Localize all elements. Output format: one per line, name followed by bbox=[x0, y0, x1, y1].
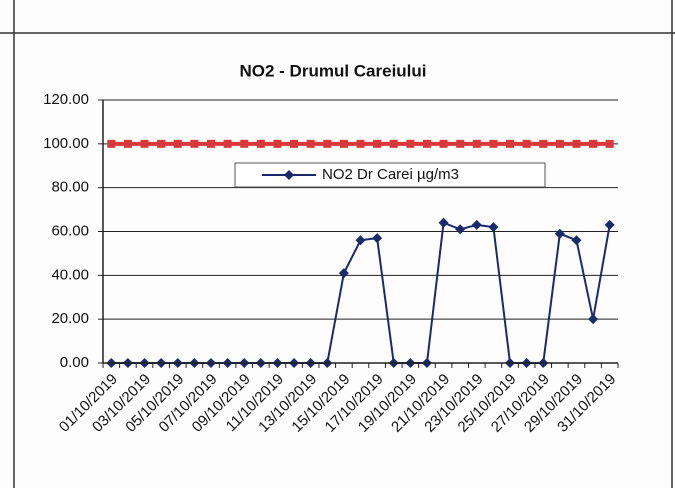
marker bbox=[123, 139, 132, 148]
marker bbox=[472, 139, 481, 148]
marker bbox=[240, 139, 249, 148]
marker bbox=[406, 139, 415, 148]
marker bbox=[604, 219, 615, 230]
y-tick-label: 40.00 bbox=[51, 266, 89, 283]
marker bbox=[157, 139, 166, 148]
marker bbox=[554, 228, 565, 239]
marker bbox=[373, 139, 382, 148]
chart-title: NO2 - Drumul Careiului bbox=[239, 61, 426, 80]
marker bbox=[173, 139, 182, 148]
marker bbox=[438, 217, 449, 228]
y-tick-label: 120.00 bbox=[43, 91, 89, 108]
marker bbox=[488, 222, 499, 233]
marker bbox=[355, 235, 366, 246]
marker bbox=[489, 139, 498, 148]
y-tick-label: 100.00 bbox=[43, 135, 89, 152]
legend-label: NO2 Dr Carei µg/m3 bbox=[322, 166, 459, 183]
marker bbox=[455, 224, 466, 235]
marker bbox=[506, 139, 515, 148]
marker bbox=[273, 139, 282, 148]
marker bbox=[356, 139, 365, 148]
marker bbox=[589, 139, 598, 148]
legend-marker bbox=[284, 170, 294, 180]
marker bbox=[555, 139, 564, 148]
marker bbox=[571, 235, 582, 246]
marker bbox=[140, 139, 149, 148]
marker bbox=[539, 139, 548, 148]
marker bbox=[107, 139, 116, 148]
y-tick-label: 60.00 bbox=[51, 222, 89, 239]
marker bbox=[422, 139, 431, 148]
marker bbox=[572, 139, 581, 148]
marker bbox=[471, 219, 482, 230]
marker bbox=[323, 139, 332, 148]
marker bbox=[439, 139, 448, 148]
marker bbox=[290, 139, 299, 148]
marker bbox=[339, 139, 348, 148]
marker bbox=[389, 139, 398, 148]
marker bbox=[338, 268, 349, 279]
y-tick-label: 0.00 bbox=[60, 354, 89, 371]
legend-box bbox=[234, 162, 546, 188]
marker bbox=[223, 139, 232, 148]
marker bbox=[306, 139, 315, 148]
y-tick-label: 20.00 bbox=[51, 310, 89, 327]
marker bbox=[456, 139, 465, 148]
marker bbox=[605, 139, 614, 148]
marker bbox=[206, 139, 215, 148]
marker bbox=[190, 139, 199, 148]
marker bbox=[256, 139, 265, 148]
marker bbox=[522, 139, 531, 148]
y-tick-label: 80.00 bbox=[51, 179, 89, 196]
marker bbox=[588, 314, 599, 325]
marker bbox=[372, 233, 383, 244]
